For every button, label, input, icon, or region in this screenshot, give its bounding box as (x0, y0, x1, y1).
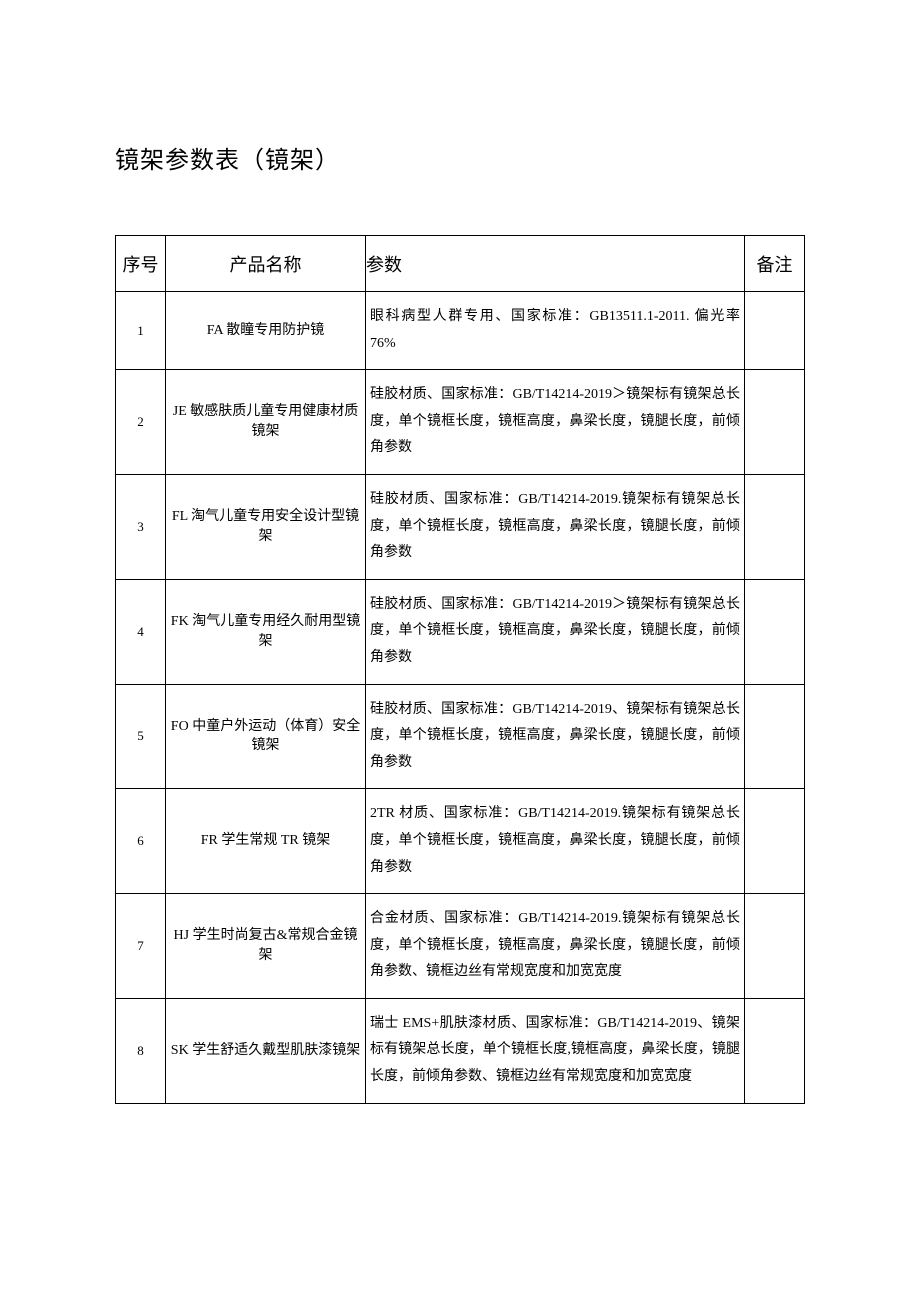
header-remark: 备注 (745, 236, 805, 292)
cell-remark (745, 894, 805, 999)
cell-seq: 6 (116, 789, 166, 894)
cell-remark (745, 370, 805, 475)
cell-name: FO 中童户外运动（体育）安全镜架 (166, 684, 366, 789)
cell-seq: 8 (116, 998, 166, 1103)
cell-seq: 1 (116, 292, 166, 370)
cell-param: 硅胶材质、国家标准：GB/T14214-2019、镜架标有镜架总长度，单个镜框长… (366, 684, 745, 789)
cell-name: FR 学生常规 TR 镜架 (166, 789, 366, 894)
cell-seq: 7 (116, 894, 166, 999)
table-row: 8 SK 学生舒适久戴型肌肤漆镜架 瑞士 EMS+肌肤漆材质、国家标准：GB/T… (116, 998, 805, 1103)
cell-param: 瑞士 EMS+肌肤漆材质、国家标准：GB/T14214-2019、镜架标有镜架总… (366, 998, 745, 1103)
table-row: 1 FA 散瞳专用防护镜 眼科病型人群专用、国家标准：GB13511.1-201… (116, 292, 805, 370)
page-title: 镜架参数表（镜架） (115, 140, 805, 175)
cell-name: FA 散瞳专用防护镜 (166, 292, 366, 370)
table-row: 7 HJ 学生时尚复古&常规合金镜架 合金材质、国家标准：GB/T14214-2… (116, 894, 805, 999)
table-row: 4 FK 淘气儿童专用经久耐用型镜架 硅胶材质、国家标准：GB/T14214-2… (116, 579, 805, 684)
cell-name: SK 学生舒适久戴型肌肤漆镜架 (166, 998, 366, 1103)
cell-remark (745, 998, 805, 1103)
table-header-row: 序号 产品名称 参数 备注 (116, 236, 805, 292)
cell-param: 2TR 材质、国家标准：GB/T14214-2019.镜架标有镜架总长度，单个镜… (366, 789, 745, 894)
cell-param: 硅胶材质、国家标准：GB/T14214-2019.镜架标有镜架总长度，单个镜框长… (366, 474, 745, 579)
header-name: 产品名称 (166, 236, 366, 292)
cell-name: FL 淘气儿童专用安全设计型镜架 (166, 474, 366, 579)
table-row: 3 FL 淘气儿童专用安全设计型镜架 硅胶材质、国家标准：GB/T14214-2… (116, 474, 805, 579)
cell-seq: 2 (116, 370, 166, 475)
cell-remark (745, 292, 805, 370)
cell-param: 眼科病型人群专用、国家标准：GB13511.1-2011. 偏光率 76% (366, 292, 745, 370)
cell-param: 硅胶材质、国家标准：GB/T14214-2019＞镜架标有镜架总长度，单个镜框长… (366, 370, 745, 475)
table-body: 1 FA 散瞳专用防护镜 眼科病型人群专用、国家标准：GB13511.1-201… (116, 292, 805, 1104)
header-seq: 序号 (116, 236, 166, 292)
table-row: 5 FO 中童户外运动（体育）安全镜架 硅胶材质、国家标准：GB/T14214-… (116, 684, 805, 789)
cell-param: 合金材质、国家标准：GB/T14214-2019.镜架标有镜架总长度，单个镜框长… (366, 894, 745, 999)
cell-seq: 5 (116, 684, 166, 789)
frame-parameters-table: 序号 产品名称 参数 备注 1 FA 散瞳专用防护镜 眼科病型人群专用、国家标准… (115, 235, 805, 1104)
cell-remark (745, 789, 805, 894)
cell-remark (745, 579, 805, 684)
table-row: 2 JE 敏感肤质儿童专用健康材质镜架 硅胶材质、国家标准：GB/T14214-… (116, 370, 805, 475)
cell-remark (745, 474, 805, 579)
cell-remark (745, 684, 805, 789)
cell-param: 硅胶材质、国家标准：GB/T14214-2019＞镜架标有镜架总长度，单个镜框长… (366, 579, 745, 684)
cell-name: FK 淘气儿童专用经久耐用型镜架 (166, 579, 366, 684)
table-row: 6 FR 学生常规 TR 镜架 2TR 材质、国家标准：GB/T14214-20… (116, 789, 805, 894)
cell-name: HJ 学生时尚复古&常规合金镜架 (166, 894, 366, 999)
header-param: 参数 (366, 236, 745, 292)
cell-seq: 3 (116, 474, 166, 579)
cell-seq: 4 (116, 579, 166, 684)
cell-name: JE 敏感肤质儿童专用健康材质镜架 (166, 370, 366, 475)
